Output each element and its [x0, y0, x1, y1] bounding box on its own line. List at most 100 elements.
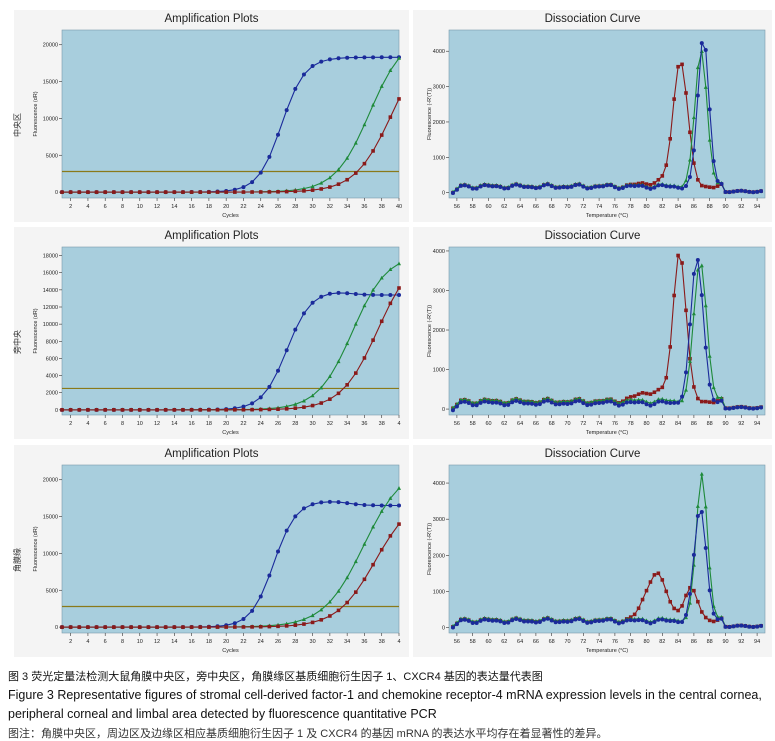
x-tick-label: 22 [240, 421, 246, 427]
data-point-red [302, 189, 306, 193]
data-point-blue [759, 189, 764, 194]
data-point-blue [605, 183, 609, 188]
data-point-red [207, 408, 211, 412]
data-point-green [371, 524, 376, 529]
data-point-blue [616, 621, 621, 626]
data-point-blue [293, 514, 298, 519]
data-point-red [284, 624, 289, 628]
data-point-green [703, 85, 708, 89]
data-point-green [691, 115, 696, 120]
y-tick-label: 0 [442, 626, 445, 632]
data-point-blue [362, 55, 367, 60]
data-point-blue [258, 170, 263, 175]
data-point-green [707, 353, 712, 358]
y-tick-label: 8000 [46, 339, 58, 345]
x-tick-label: 88 [707, 204, 713, 210]
data-point-green [388, 267, 393, 272]
x-tick-label: 80 [643, 639, 649, 645]
data-point-blue [541, 399, 546, 404]
data-point-red [207, 190, 211, 194]
data-point-blue [258, 594, 263, 599]
row-label: 旁中央 [12, 330, 22, 354]
x-tick-label: 86 [691, 204, 697, 210]
data-point-red [707, 400, 712, 404]
data-point-blue [482, 183, 487, 188]
data-point-blue [494, 184, 499, 189]
x-tick-label: 4 [397, 639, 400, 645]
data-point-blue [506, 186, 511, 191]
data-point-blue [379, 55, 384, 60]
data-point-blue [707, 588, 712, 593]
x-tick-label: 78 [628, 421, 634, 427]
data-point-red [700, 610, 704, 614]
data-point-red [241, 190, 246, 194]
data-point-blue [454, 404, 459, 409]
row-label: 中央区 [12, 113, 22, 137]
data-point-blue [529, 185, 534, 190]
data-point-red [224, 190, 228, 194]
data-point-blue [573, 183, 578, 188]
data-point-blue [755, 406, 760, 411]
data-point-blue [565, 619, 570, 624]
data-point-red [652, 390, 657, 395]
data-point-red [656, 177, 661, 182]
y-tick-label: 2000 [46, 391, 58, 397]
data-point-blue [735, 405, 740, 410]
data-point-blue [703, 545, 708, 550]
data-point-blue [672, 184, 677, 189]
data-point-red [379, 133, 384, 137]
data-point-blue [612, 401, 617, 406]
data-point-red [692, 385, 696, 389]
data-point-blue [684, 183, 688, 188]
data-point-blue [624, 184, 629, 189]
data-point-blue [751, 190, 756, 195]
data-point-red [362, 356, 367, 360]
data-point-red [664, 375, 669, 380]
x-tick-label: 70 [564, 204, 570, 210]
data-point-red [397, 522, 401, 526]
data-point-blue [490, 400, 495, 405]
data-point-blue [565, 401, 570, 406]
data-point-red [198, 408, 203, 412]
data-point-red [103, 190, 108, 194]
data-point-red [250, 625, 254, 629]
data-point-blue [711, 611, 716, 616]
data-point-red [60, 190, 64, 194]
x-tick-label: 76 [612, 204, 618, 210]
data-point-red [68, 408, 73, 412]
x-tick-label: 90 [722, 421, 728, 427]
data-point-blue [522, 185, 527, 190]
data-point-green [707, 565, 712, 570]
data-point-blue [514, 398, 519, 403]
y-tick-label: 2000 [433, 120, 445, 126]
x-tick-label: 74 [596, 204, 602, 210]
data-point-red [680, 261, 684, 265]
data-point-blue [470, 621, 475, 626]
caption-english-line1: Figure 3 Representative figures of strom… [8, 688, 762, 702]
data-point-green [345, 155, 350, 160]
y-axis-label: Fluorescence (dR) [33, 308, 39, 353]
data-point-red [86, 625, 90, 629]
x-tick-label: 12 [154, 421, 160, 427]
data-point-blue [664, 184, 669, 189]
data-point-red [302, 405, 306, 409]
data-point-green [319, 607, 324, 612]
data-point-blue [656, 399, 661, 404]
x-tick-label: 6 [104, 421, 107, 427]
data-point-green [336, 359, 341, 364]
data-point-red [388, 534, 393, 538]
x-tick-label: 88 [707, 421, 713, 427]
data-point-blue [707, 107, 712, 112]
data-point-green [684, 387, 688, 392]
data-point-red [146, 408, 151, 412]
series-line-red [62, 98, 400, 193]
data-point-blue [371, 55, 376, 60]
data-point-green [362, 541, 367, 546]
data-point-red [267, 190, 272, 194]
data-point-blue [267, 384, 272, 389]
data-point-red [302, 622, 306, 626]
data-point-red [207, 625, 211, 629]
data-point-blue [605, 617, 609, 622]
data-point-red [103, 625, 108, 629]
data-point-green [362, 122, 367, 127]
